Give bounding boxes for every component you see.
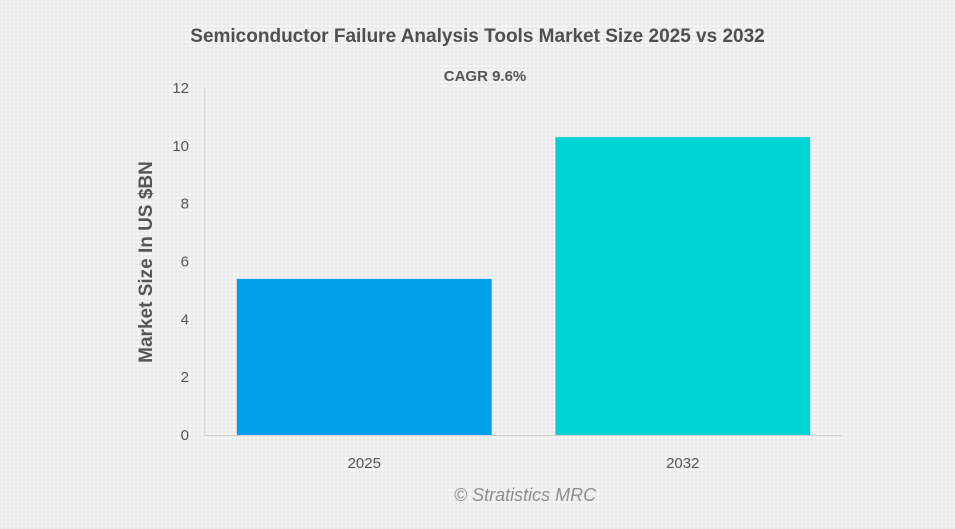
y-tick-label: 10 [172,138,189,155]
x-axis-ticks: 2025 2032 [348,455,700,472]
y-tick-label: 8 [181,196,189,213]
x-tick-label: 2032 [666,455,699,472]
y-tick-label: 4 [181,311,189,328]
bars [236,137,811,436]
bar-2032 [555,137,811,436]
y-tick-label: 0 [181,427,189,444]
cagr-annotation: CAGR 9.6% [443,68,527,85]
x-tick-label: 2025 [348,455,381,472]
y-tick-label: 6 [181,254,189,271]
watermark: © Stratistics MRC [453,485,597,505]
y-axis-ticks: 0 2 4 6 8 10 12 [172,80,189,444]
y-tick-label: 12 [172,80,189,97]
y-tick-label: 2 [181,369,189,386]
bar-2025 [236,278,492,435]
chart-title: Semiconductor Failure Analysis Tools Mar… [190,26,765,47]
